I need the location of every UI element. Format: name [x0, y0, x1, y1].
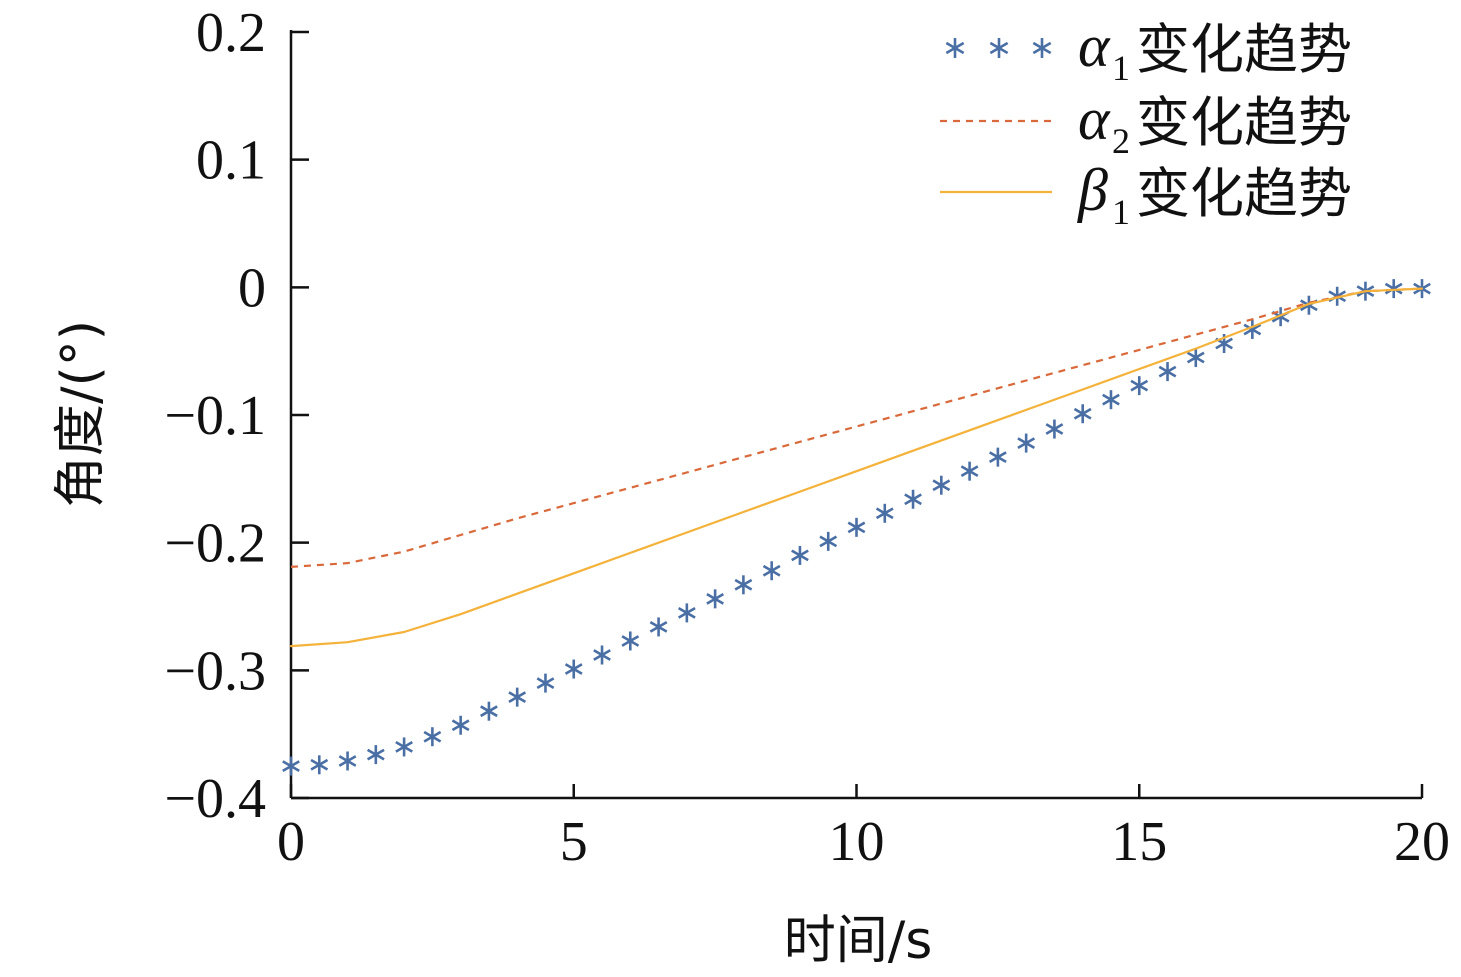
legend-item: α 1 变化趋势 [945, 13, 1352, 88]
legend-symbol: α [1078, 86, 1111, 152]
data-point [508, 687, 527, 707]
ticks: 0 5 10 15 20 0.2 0.1 0 −0.1 −0.2 −0.3 −0.4 [164, 2, 1450, 873]
data-point [819, 531, 838, 551]
data-point [875, 503, 894, 523]
legend-symbol: β [1077, 157, 1108, 223]
data-point [536, 673, 555, 693]
x-axis-title: 时间/s [784, 911, 933, 971]
legend-symbol: α [1078, 13, 1111, 79]
data-point [1045, 419, 1064, 439]
data-point [988, 447, 1007, 467]
legend-subscript: 2 [1112, 121, 1130, 161]
y-tick-label: −0.2 [164, 513, 266, 575]
data-point [677, 603, 696, 623]
data-point [593, 645, 611, 665]
legend-label: 变化趋势 [1136, 162, 1352, 225]
x-tick-label: 15 [1111, 811, 1167, 873]
data-point [1243, 319, 1262, 339]
data-point [1073, 404, 1092, 424]
y-tick-label: −0.4 [164, 768, 266, 830]
data-point [1384, 279, 1403, 299]
y-axis-title: 角度/(°) [51, 320, 111, 508]
legend-marker [945, 38, 965, 58]
data-point [310, 755, 329, 775]
data-point [395, 737, 413, 757]
x-tick-label: 0 [277, 811, 305, 873]
series-beta1-line [289, 287, 1424, 648]
legend-item: β 1 变化趋势 [940, 157, 1352, 232]
data-point [1158, 362, 1177, 382]
y-tick-label: −0.3 [164, 640, 266, 702]
legend-subscript: 1 [1112, 48, 1130, 88]
legend-subscript: 1 [1112, 192, 1130, 232]
data-point [564, 659, 583, 679]
data-point [480, 701, 498, 721]
data-point [904, 489, 922, 509]
legend-marker [989, 38, 1009, 58]
data-point [1130, 376, 1149, 396]
data-point [451, 715, 470, 735]
data-point [1017, 433, 1036, 453]
data-point [791, 545, 809, 565]
y-tick-label: 0.2 [196, 2, 266, 64]
series-layer [282, 279, 1431, 776]
y-tick-label: 0.1 [196, 130, 266, 192]
data-point [282, 756, 300, 776]
data-point [734, 575, 753, 595]
data-point [762, 561, 781, 581]
x-tick-label: 20 [1394, 811, 1450, 873]
x-tick-label: 10 [829, 811, 885, 873]
data-point [621, 631, 640, 651]
series-alpha1-markers [282, 279, 1431, 776]
data-point [1186, 348, 1205, 368]
y-tick-label: −0.1 [164, 385, 266, 447]
data-point [847, 517, 866, 537]
legend-item: α 2 变化趋势 [940, 86, 1352, 161]
legend-label: 变化趋势 [1136, 91, 1352, 154]
legend-label: 变化趋势 [1136, 18, 1352, 81]
data-point [1102, 390, 1120, 410]
data-point [423, 727, 442, 747]
y-tick-label: 0 [238, 257, 266, 319]
data-point [706, 589, 725, 609]
data-point [932, 475, 951, 495]
data-point [960, 461, 979, 481]
data-point [338, 751, 357, 771]
legend-marker [1032, 38, 1052, 58]
x-tick-label: 5 [560, 811, 588, 873]
data-point [366, 745, 385, 765]
data-point [649, 617, 668, 637]
